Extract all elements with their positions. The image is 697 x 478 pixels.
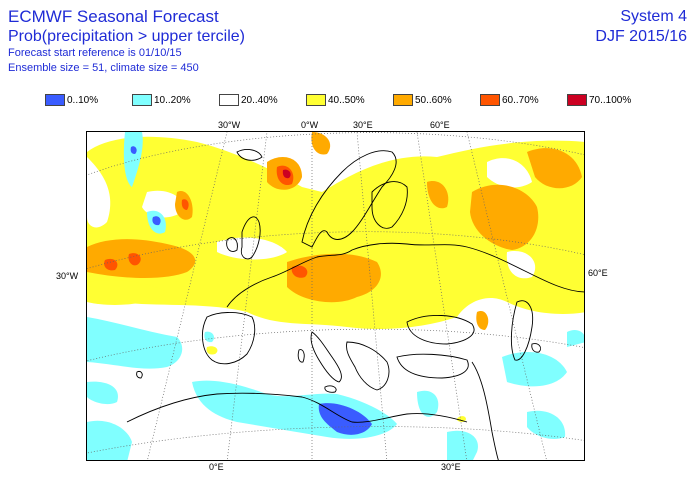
legend-label: 0..10% [67, 94, 99, 106]
legend-item-60-70: 60..70% [480, 93, 539, 107]
forecast-title: ECMWF Seasonal Forecast [8, 7, 219, 26]
legend-label: 60..70% [502, 94, 539, 106]
band-70-100 [282, 169, 291, 179]
legend-label: 20..40% [241, 94, 278, 106]
legend-swatch [480, 94, 500, 106]
legend-item-10-20: 10..20% [132, 93, 191, 107]
legend-swatch [306, 94, 326, 106]
bottom-lon-label: 30°E [441, 462, 461, 472]
legend-item-40-50: 40..50% [306, 93, 365, 107]
top-lon-label: 60°E [430, 120, 450, 130]
legend-label: 50..60% [415, 94, 452, 106]
legend-swatch [45, 94, 65, 106]
bottom-lon-label: 0°E [209, 462, 224, 472]
right-lon-label: 60°E [588, 268, 608, 278]
map-canvas [87, 132, 584, 460]
period-label: DJF 2015/16 [595, 28, 687, 45]
legend-item-0-10: 0..10% [45, 93, 98, 107]
coastlines [126, 149, 584, 460]
legend-item-20-40: 20..40% [219, 93, 278, 107]
legend-label: 70..100% [589, 94, 632, 106]
probability-legend: 0..10% 10..20% 20..40% 40..50% 50..60% 6… [0, 93, 697, 109]
graticule [87, 132, 584, 460]
legend-label: 10..20% [154, 94, 191, 106]
left-lon-label: 30°W [56, 271, 79, 281]
legend-swatch [567, 94, 587, 106]
top-lon-label: 30°E [353, 120, 373, 130]
top-lon-label: 0°W [301, 120, 319, 130]
legend-label: 40..50% [328, 94, 365, 106]
legend-item-70-100: 70..100% [567, 93, 631, 107]
forecast-map [86, 131, 585, 461]
system-label: System 4 [620, 8, 687, 25]
band-40-50 [87, 136, 584, 422]
band-20-40-patches [87, 140, 536, 279]
forecast-subtitle: Prob(precipitation > upper tercile) [8, 28, 246, 45]
legend-swatch [132, 94, 152, 106]
ensemble-size: Ensemble size = 51, climate size = 450 [8, 62, 199, 74]
legend-item-50-60: 50..60% [393, 93, 452, 107]
legend-swatch [219, 94, 239, 106]
top-lon-label: 30°W [218, 120, 241, 130]
start-reference: Forecast start reference is 01/10/15 [8, 47, 182, 59]
legend-swatch [393, 94, 413, 106]
